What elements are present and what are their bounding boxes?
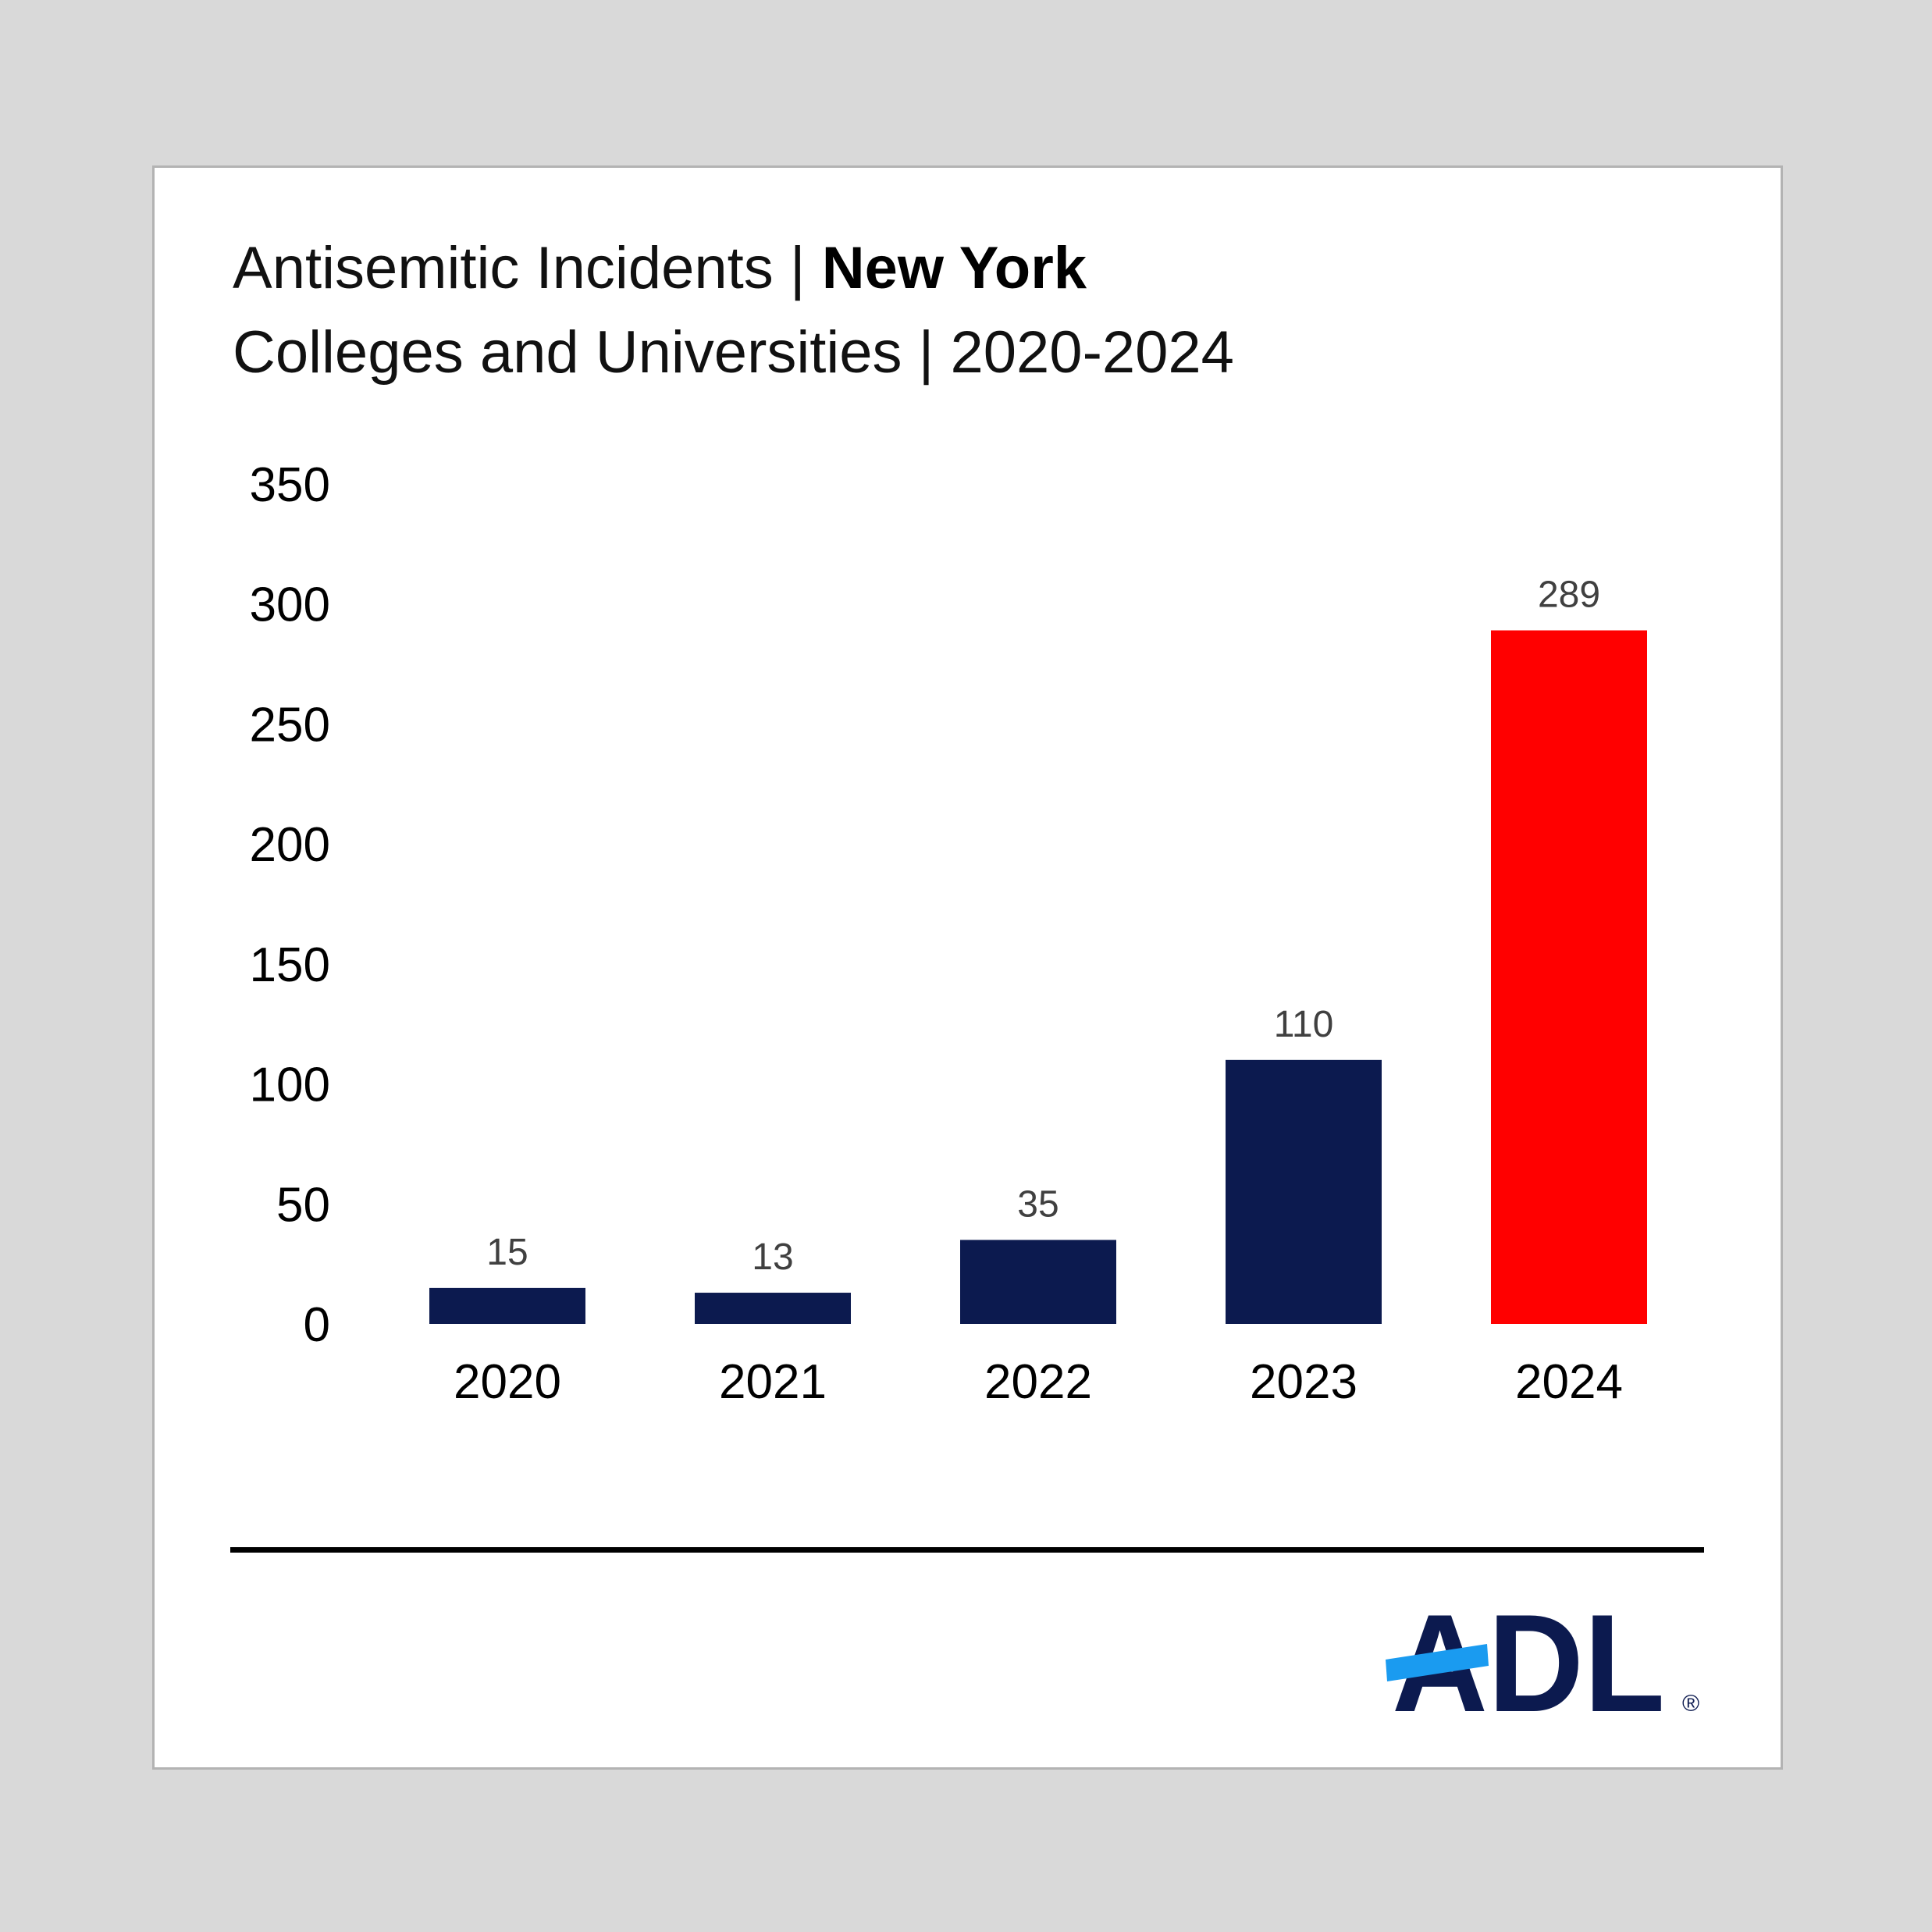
y-tick-label: 100: [250, 1059, 330, 1112]
data-label-2020: 15: [486, 1232, 528, 1273]
bar-2022: [960, 1240, 1116, 1324]
y-tick-label: 350: [250, 458, 330, 512]
adl-logo: ADL ®: [1386, 1592, 1699, 1725]
y-tick-label: 0: [304, 1298, 330, 1352]
x-tick-label: 2023: [1250, 1355, 1357, 1409]
y-tick-label: 150: [250, 938, 330, 992]
data-label-2022: 35: [1017, 1183, 1059, 1225]
bar-2021: [695, 1293, 851, 1324]
bar-2023: [1226, 1059, 1382, 1324]
title-line-1: Antisemitic Incidents | New York: [233, 226, 1234, 311]
bar-chart: 0 50 100 150 200 250 300 350 15 2020 13 2021 35 2022 1…: [250, 458, 1647, 1409]
x-tick-label: 2020: [454, 1355, 561, 1409]
bar-2020: [429, 1287, 585, 1324]
data-label-2024: 289: [1538, 575, 1600, 616]
chart-title: Antisemitic Incidents | New York College…: [233, 226, 1234, 395]
x-tick-label: 2022: [984, 1355, 1092, 1409]
logo-registered-mark: ®: [1682, 1691, 1699, 1717]
y-tick-label: 250: [250, 698, 330, 752]
y-tick-label: 200: [250, 818, 330, 872]
chart-card: Antisemitic Incidents | New York College…: [152, 165, 1783, 1770]
divider-rule: [230, 1547, 1704, 1553]
title-line-2: Colleges and Universities | 2020-2024: [233, 319, 1234, 386]
y-tick-label: 300: [250, 578, 330, 632]
x-tick-label: 2021: [719, 1355, 827, 1409]
title-prefix: Antisemitic Incidents |: [233, 235, 822, 301]
data-label-2023: 110: [1274, 1004, 1334, 1045]
logo-slash-mark: [1386, 1644, 1489, 1681]
title-location: New York: [821, 235, 1087, 301]
data-label-2021: 13: [752, 1236, 793, 1278]
bar-2024: [1491, 630, 1647, 1324]
x-tick-label: 2024: [1515, 1355, 1623, 1409]
y-tick-label: 50: [276, 1178, 330, 1232]
